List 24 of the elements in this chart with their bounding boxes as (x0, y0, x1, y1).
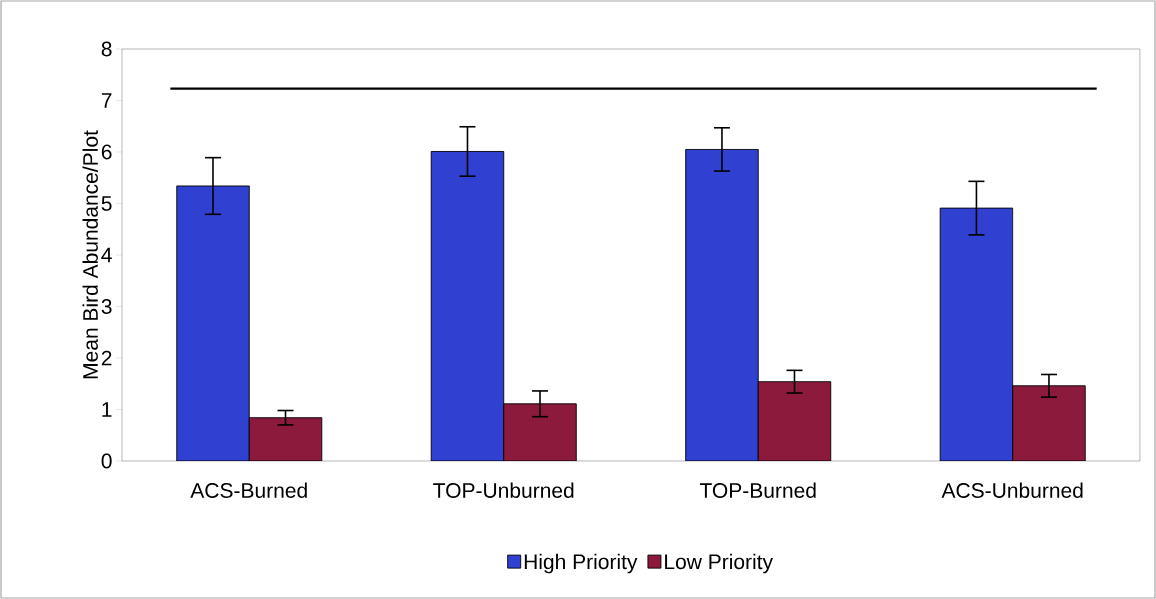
y-tick-label: 6 (101, 144, 112, 160)
x-tick-label: ACS-Burned (190, 482, 307, 498)
bar (685, 148, 759, 461)
bar (430, 151, 505, 461)
y-tick-label: 2 (101, 350, 112, 366)
bar (503, 403, 577, 461)
legend-label: High Priority (524, 553, 638, 574)
y-tick-label: 1 (102, 402, 112, 417)
y-tick-label: 8 (101, 41, 112, 57)
legend-label: Low Priority (665, 553, 773, 574)
bar (1012, 385, 1086, 461)
y-tick-label: 7 (101, 93, 112, 108)
bar (757, 381, 832, 461)
bar (248, 417, 323, 461)
y-tick-label: 0 (101, 453, 112, 469)
bar (176, 185, 250, 461)
x-tick-label: ACS-Unburned (941, 482, 1083, 498)
x-tick-label: TOP-Burned (699, 482, 816, 498)
bar (939, 207, 1014, 461)
y-tick-label: 4 (101, 247, 112, 263)
y-tick-label: 5 (101, 196, 112, 211)
y-tick-label: 3 (101, 299, 112, 314)
y-axis-title: Mean Bird Abundance/Plot (82, 130, 98, 379)
x-tick-label: TOP-Unburned (433, 482, 574, 498)
